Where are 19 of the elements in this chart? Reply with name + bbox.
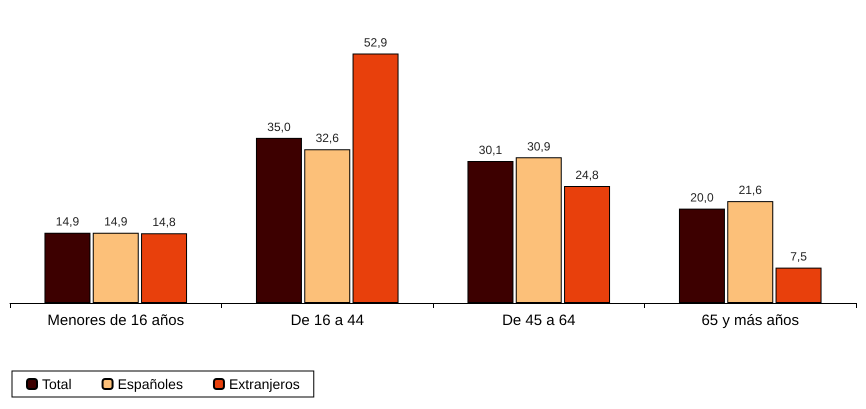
data-label: 35,0 [267, 120, 291, 134]
data-label: 32,6 [316, 131, 340, 146]
x-tick-label: De 45 a 64 [502, 312, 576, 329]
data-label: 7,5 [790, 250, 808, 264]
data-label: 14,8 [152, 215, 176, 230]
x-tick-label: Menores de 16 años [47, 312, 184, 329]
data-label: 52,9 [364, 35, 388, 50]
x-tick-label: 65 y más años [701, 312, 800, 329]
data-label: 14,9 [104, 214, 128, 229]
data-label: 20,0 [690, 190, 714, 205]
legend-label: Españoles [118, 376, 183, 392]
data-label: 21,6 [738, 183, 762, 198]
legend-label: Extranjeros [228, 376, 300, 392]
data-label: 30,1 [478, 143, 502, 158]
data-label: 24,8 [575, 168, 600, 182]
x-tick-label: De 16 a 44 [290, 312, 364, 329]
data-label: 30,9 [527, 139, 551, 154]
legend-label: Total [42, 376, 72, 392]
data-label: 14,9 [56, 214, 80, 229]
